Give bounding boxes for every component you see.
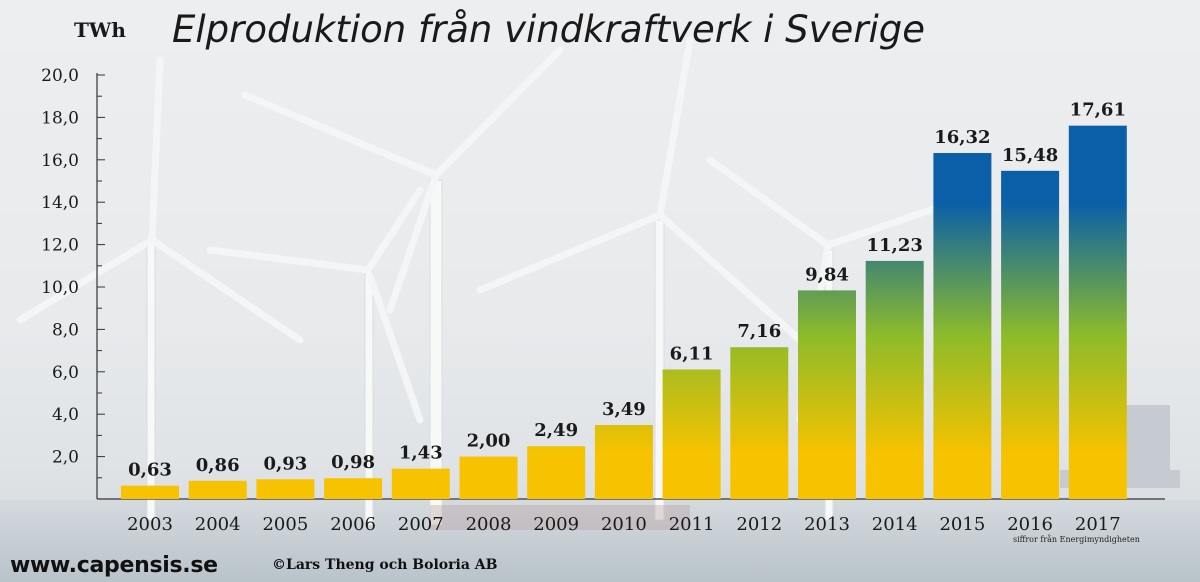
chart-title: Elproduktion från vindkraftverk i Sverig… bbox=[172, 8, 926, 51]
x-tick-label-2009: 2009 bbox=[533, 514, 579, 535]
bar-2016 bbox=[1001, 170, 1060, 499]
bar-2011 bbox=[662, 369, 721, 499]
bar-2009 bbox=[527, 446, 586, 499]
x-tick-label-2003: 2003 bbox=[127, 514, 173, 535]
x-tick-label-2004: 2004 bbox=[195, 514, 241, 535]
bar-2006 bbox=[324, 478, 383, 499]
bar-2013 bbox=[798, 290, 856, 499]
y-tick-label: 10,0 bbox=[41, 278, 79, 298]
data-label-2011: 6,11 bbox=[670, 343, 714, 364]
y-tick-label: 12,0 bbox=[41, 236, 79, 256]
bar-2014 bbox=[865, 260, 924, 499]
y-tick-label: 2,0 bbox=[52, 448, 79, 468]
x-tick-label-2015: 2015 bbox=[939, 514, 985, 535]
source-note: siffror från Energimyndigheten bbox=[1013, 535, 1140, 544]
y-tick-label: 20,0 bbox=[41, 66, 79, 86]
website-link[interactable]: www.capensis.se bbox=[10, 553, 218, 578]
data-label-2015: 16,32 bbox=[934, 127, 990, 148]
data-label-2016: 15,48 bbox=[1002, 145, 1058, 166]
bar-2003 bbox=[121, 485, 179, 499]
data-label-2007: 1,43 bbox=[399, 443, 443, 464]
data-label-2013: 9,84 bbox=[805, 264, 849, 285]
bar-2008 bbox=[459, 456, 518, 499]
data-label-2005: 0,93 bbox=[263, 453, 307, 474]
bar-2017 bbox=[1068, 125, 1127, 499]
data-label-2004: 0,86 bbox=[196, 455, 240, 476]
data-label-2009: 2,49 bbox=[534, 420, 578, 441]
x-tick-label-2017: 2017 bbox=[1075, 514, 1121, 535]
data-label-2014: 11,23 bbox=[867, 235, 923, 256]
data-label-2006: 0,98 bbox=[331, 452, 375, 473]
data-label-2010: 3,49 bbox=[602, 399, 646, 420]
bar-2004 bbox=[188, 480, 247, 499]
data-label-2003: 0,63 bbox=[128, 460, 172, 481]
data-label-2008: 2,00 bbox=[467, 431, 511, 452]
bar-2015 bbox=[933, 153, 992, 500]
bar-2005 bbox=[256, 479, 315, 499]
x-tick-label-2008: 2008 bbox=[466, 514, 512, 535]
bar-2007 bbox=[391, 468, 450, 499]
y-tick-label: 14,0 bbox=[41, 193, 79, 213]
x-tick-label-2007: 2007 bbox=[398, 514, 444, 535]
x-tick-label-2005: 2005 bbox=[262, 514, 308, 535]
x-tick-label-2013: 2013 bbox=[804, 514, 850, 535]
x-tick-label-2011: 2011 bbox=[669, 514, 715, 535]
y-tick-label: 4,0 bbox=[52, 405, 79, 425]
x-tick-label-2012: 2012 bbox=[736, 514, 782, 535]
x-tick-label-2006: 2006 bbox=[330, 514, 376, 535]
y-axis-unit-label: TWh bbox=[74, 18, 126, 42]
y-tick-label: 16,0 bbox=[41, 151, 79, 171]
y-tick-label: 6,0 bbox=[52, 363, 79, 383]
data-label-2017: 17,61 bbox=[1070, 100, 1126, 121]
x-tick-label-2016: 2016 bbox=[1007, 514, 1053, 535]
y-tick-label: 8,0 bbox=[52, 320, 79, 340]
copyright-notice: ©Lars Theng och Boloria AB bbox=[272, 557, 498, 573]
bar-2010 bbox=[594, 425, 653, 499]
x-tick-label-2010: 2010 bbox=[601, 514, 647, 535]
y-tick-label: 18,0 bbox=[41, 108, 79, 128]
data-label-2012: 7,16 bbox=[737, 321, 781, 342]
x-tick-label-2014: 2014 bbox=[872, 514, 918, 535]
bar-2012 bbox=[730, 347, 789, 499]
